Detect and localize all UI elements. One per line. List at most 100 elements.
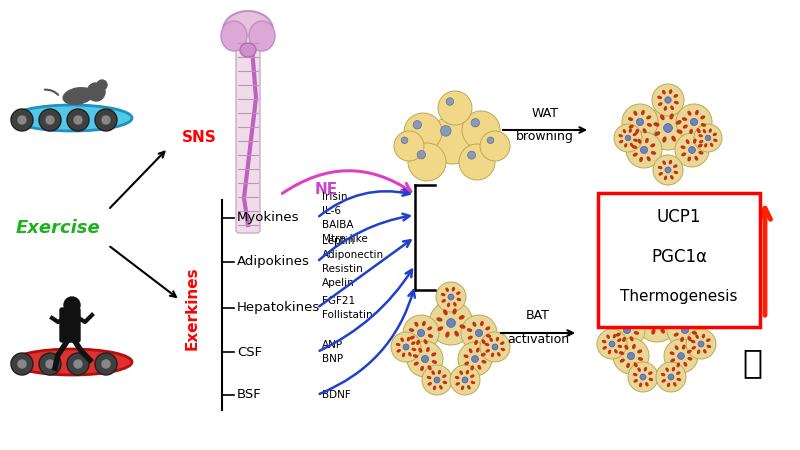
- Circle shape: [450, 365, 480, 395]
- Circle shape: [462, 377, 468, 383]
- Ellipse shape: [646, 383, 648, 386]
- Ellipse shape: [670, 161, 671, 164]
- Ellipse shape: [699, 135, 702, 137]
- Ellipse shape: [674, 165, 677, 167]
- Circle shape: [404, 113, 442, 151]
- Circle shape: [690, 118, 698, 126]
- Circle shape: [436, 282, 466, 312]
- Circle shape: [480, 332, 510, 362]
- FancyArrowPatch shape: [319, 240, 410, 306]
- Text: PGC1α: PGC1α: [651, 248, 707, 266]
- Ellipse shape: [633, 146, 637, 148]
- Ellipse shape: [674, 333, 678, 336]
- Circle shape: [39, 353, 61, 375]
- Ellipse shape: [623, 130, 626, 133]
- Ellipse shape: [482, 353, 485, 356]
- Circle shape: [448, 294, 454, 300]
- Text: BSF: BSF: [237, 388, 262, 401]
- Ellipse shape: [402, 353, 405, 356]
- Ellipse shape: [677, 363, 679, 367]
- Circle shape: [446, 98, 454, 105]
- Ellipse shape: [642, 111, 644, 114]
- Ellipse shape: [638, 368, 640, 371]
- Circle shape: [472, 356, 478, 362]
- Circle shape: [664, 124, 672, 132]
- Ellipse shape: [486, 343, 489, 346]
- Ellipse shape: [666, 322, 671, 325]
- Ellipse shape: [659, 306, 662, 311]
- Circle shape: [665, 97, 671, 103]
- Ellipse shape: [702, 334, 705, 338]
- Circle shape: [434, 377, 440, 383]
- Circle shape: [441, 126, 451, 136]
- Ellipse shape: [672, 136, 675, 141]
- Ellipse shape: [401, 338, 403, 341]
- Ellipse shape: [674, 171, 678, 173]
- Ellipse shape: [675, 346, 678, 350]
- Circle shape: [74, 116, 82, 124]
- Ellipse shape: [706, 339, 710, 341]
- Ellipse shape: [678, 378, 681, 380]
- Ellipse shape: [682, 345, 685, 349]
- Circle shape: [39, 109, 61, 131]
- Circle shape: [11, 109, 33, 131]
- Circle shape: [429, 116, 477, 164]
- Ellipse shape: [602, 341, 606, 342]
- Ellipse shape: [654, 300, 655, 303]
- Ellipse shape: [630, 129, 631, 132]
- Ellipse shape: [634, 332, 638, 334]
- Ellipse shape: [661, 328, 664, 333]
- Ellipse shape: [638, 350, 642, 353]
- Ellipse shape: [659, 173, 662, 175]
- Circle shape: [403, 344, 409, 350]
- Text: Hepatokines: Hepatokines: [237, 302, 320, 315]
- Ellipse shape: [692, 324, 695, 327]
- Circle shape: [487, 137, 494, 144]
- Ellipse shape: [470, 349, 472, 352]
- Ellipse shape: [634, 374, 637, 376]
- Ellipse shape: [419, 348, 422, 352]
- Ellipse shape: [636, 130, 638, 133]
- Text: NE: NE: [315, 183, 338, 198]
- Ellipse shape: [417, 341, 419, 344]
- Ellipse shape: [682, 153, 686, 156]
- Ellipse shape: [647, 124, 651, 126]
- Ellipse shape: [710, 129, 711, 132]
- Ellipse shape: [651, 152, 655, 154]
- Circle shape: [391, 332, 421, 362]
- Circle shape: [626, 135, 630, 141]
- Circle shape: [706, 135, 710, 141]
- Ellipse shape: [433, 361, 436, 363]
- Ellipse shape: [674, 102, 678, 104]
- Circle shape: [438, 91, 472, 125]
- Ellipse shape: [634, 140, 637, 141]
- Circle shape: [97, 80, 107, 90]
- Ellipse shape: [412, 348, 415, 351]
- Circle shape: [667, 312, 703, 348]
- Ellipse shape: [465, 362, 469, 364]
- Circle shape: [74, 360, 82, 368]
- Circle shape: [665, 167, 671, 173]
- Ellipse shape: [670, 352, 674, 354]
- Ellipse shape: [647, 291, 650, 292]
- Ellipse shape: [471, 382, 474, 383]
- Ellipse shape: [663, 137, 666, 142]
- Circle shape: [95, 353, 117, 375]
- Ellipse shape: [428, 383, 431, 385]
- Text: BAT: BAT: [526, 309, 550, 322]
- Ellipse shape: [698, 350, 699, 354]
- Ellipse shape: [629, 319, 631, 323]
- Ellipse shape: [663, 161, 666, 164]
- Circle shape: [678, 353, 685, 360]
- Circle shape: [461, 315, 497, 351]
- Ellipse shape: [414, 355, 418, 357]
- Ellipse shape: [481, 322, 483, 325]
- Ellipse shape: [701, 116, 705, 119]
- Ellipse shape: [647, 157, 650, 161]
- Circle shape: [471, 119, 479, 127]
- Ellipse shape: [686, 140, 689, 144]
- Circle shape: [102, 360, 110, 368]
- Ellipse shape: [442, 300, 446, 302]
- Ellipse shape: [693, 332, 696, 334]
- Ellipse shape: [412, 342, 415, 344]
